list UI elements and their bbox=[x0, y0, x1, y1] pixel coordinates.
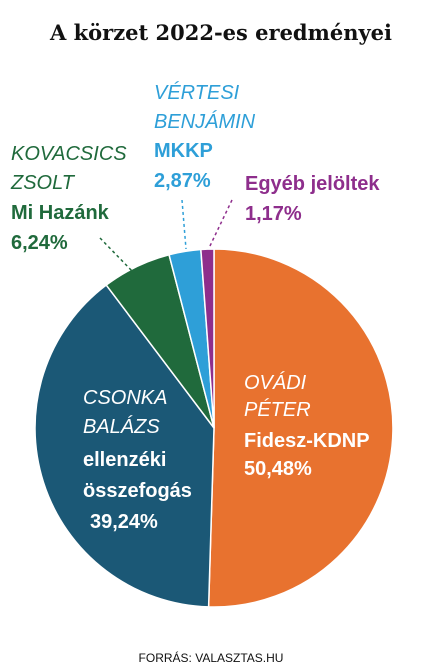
mkkp-name-line1: VÉRTESI bbox=[154, 81, 240, 104]
leader-line-egyeb bbox=[208, 199, 233, 249]
label-mkkp: VÉRTESI BENJÁMIN MKKP 2,87% bbox=[154, 81, 256, 192]
fidesz-name-line1: OVÁDI bbox=[244, 371, 307, 394]
leader-lines bbox=[99, 199, 233, 272]
pie-slice-egyeb bbox=[200, 248, 215, 429]
ellenzek-name-line1: CSONKA bbox=[83, 387, 167, 409]
ellenzek-name-line2: BALÁZS bbox=[83, 415, 160, 438]
fidesz-pct: 50,48% bbox=[244, 458, 312, 480]
mihazank-name-line2: ZSOLT bbox=[10, 172, 76, 194]
mihazank-party: Mi Hazánk bbox=[11, 202, 110, 224]
egyeb-pct: 1,17% bbox=[245, 203, 302, 225]
label-fidesz: OVÁDI PÉTER Fidesz-KDNP 50,48% bbox=[244, 371, 370, 480]
ellenzek-party-line1: ellenzéki bbox=[83, 449, 166, 471]
mkkp-party: MKKP bbox=[154, 140, 213, 162]
leader-line-mihazank bbox=[99, 237, 133, 272]
leader-line-mkkp bbox=[181, 199, 187, 250]
mihazank-name-line1: KOVACSICS bbox=[11, 143, 127, 165]
mkkp-name-line2: BENJÁMIN bbox=[154, 110, 256, 133]
chart-title: A körzet 2022-es eredményei bbox=[49, 20, 392, 45]
label-egyeb: Egyéb jelöltek 1,17% bbox=[245, 173, 380, 225]
source-note: FORRÁS: VALASZTAS.HU bbox=[139, 650, 284, 665]
pie-slice-ellenzek bbox=[34, 284, 215, 608]
mihazank-pct: 6,24% bbox=[11, 232, 68, 254]
ellenzek-pct: 39,24% bbox=[90, 511, 158, 533]
mkkp-pct: 2,87% bbox=[154, 170, 211, 192]
fidesz-party: Fidesz-KDNP bbox=[244, 430, 370, 452]
label-ellenzek: CSONKA BALÁZS ellenzéki összefogás 39,24… bbox=[83, 387, 192, 533]
pie-slices bbox=[34, 248, 394, 608]
fidesz-name-line2: PÉTER bbox=[244, 398, 311, 421]
ellenzek-party-line2: összefogás bbox=[83, 480, 192, 502]
label-mihazank: KOVACSICS ZSOLT Mi Hazánk 6,24% bbox=[10, 143, 127, 254]
egyeb-party: Egyéb jelöltek bbox=[245, 173, 380, 195]
pie-slice-fidesz bbox=[207, 248, 394, 608]
